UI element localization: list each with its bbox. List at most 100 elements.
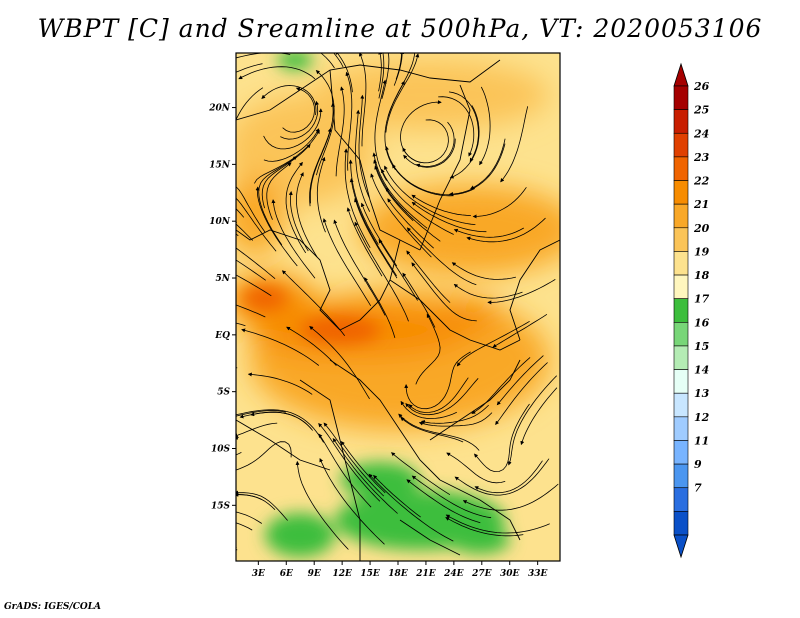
streamline (241, 328, 320, 366)
streamline (335, 53, 353, 93)
lon-tick-label: 30E (500, 569, 520, 579)
streamline (281, 270, 346, 336)
streamline (385, 146, 476, 196)
streamline (236, 441, 292, 471)
streamline (288, 191, 309, 252)
streamline (385, 53, 420, 133)
streamline (322, 218, 372, 307)
streamline (418, 412, 493, 427)
streamline (415, 313, 441, 385)
streamline (295, 460, 349, 550)
colorbar-top-arrow (673, 62, 689, 87)
streamline (345, 71, 353, 171)
colorbar-label: 23 (693, 151, 710, 164)
streamline (236, 322, 246, 327)
streamline (378, 53, 385, 99)
lon-tick-label: 3E (252, 569, 265, 579)
lat-tick-label: 15S (211, 501, 231, 511)
colorbar-cell (673, 109, 689, 134)
streamline (236, 233, 239, 237)
map-figure: 20N 15N 10N 5N EQ 5S 10S 15S 3E 6E 9E 12E 15E 18E 21E… (208, 52, 710, 579)
colorbar-label: 19 (694, 245, 710, 258)
streamline (280, 100, 320, 140)
streamline (236, 452, 242, 457)
colorbar-cell (673, 85, 689, 110)
colorbar-cell (673, 345, 689, 370)
streamline (236, 300, 237, 301)
colorbar-cell (673, 132, 689, 158)
streamline (238, 66, 316, 80)
lat-tick-label: 20N (208, 104, 231, 114)
streamline (398, 413, 480, 451)
streamline (323, 422, 385, 497)
streamline (236, 490, 288, 521)
streamline (236, 197, 277, 252)
colorbar-label: 7 (694, 482, 702, 495)
wbpt-shading (236, 53, 560, 561)
colorbar: 26 25 24 23 22 21 20 19 18 17 16 15 14 13 12 11 9 7 (673, 62, 710, 559)
streamline (453, 227, 524, 238)
streamline (319, 457, 385, 545)
streamline (285, 161, 307, 254)
colorbar-cell (673, 392, 689, 418)
streamline (236, 435, 239, 440)
streamline (406, 250, 451, 303)
streamline (263, 128, 320, 162)
streamline (466, 217, 546, 243)
streamline (335, 86, 345, 177)
colorbar-label: 24 (693, 127, 709, 140)
streamline (354, 221, 409, 322)
streamline (384, 80, 405, 171)
lon-tick-label: 18E (388, 569, 408, 579)
streamline (404, 351, 471, 410)
streamline (333, 219, 386, 316)
lon-tick-label: 21E (415, 569, 436, 579)
streamline (520, 387, 558, 446)
streamline (236, 510, 263, 524)
streamline (385, 187, 441, 242)
streamline (411, 475, 492, 519)
streamline (471, 357, 531, 414)
colorbar-label: 22 (693, 175, 710, 188)
chart-title: WBPT [C] and Sreamline at 500hPa, VT: 20… (37, 14, 763, 43)
colorbar-label: 20 (693, 222, 710, 235)
streamline (462, 483, 559, 511)
streamline (378, 53, 383, 92)
streamline (406, 479, 481, 524)
lat-tick-label: 15N (209, 160, 231, 170)
streamline (236, 272, 272, 297)
streamline (445, 514, 550, 534)
streamline (384, 165, 476, 225)
colorbar-cell (673, 227, 689, 252)
streamline (318, 423, 381, 502)
colorbar-cell (673, 463, 689, 489)
streamline (445, 517, 524, 537)
lon-tick-label: 6E (280, 569, 293, 579)
colorbar-bottom-arrow (673, 534, 689, 559)
streamline (405, 378, 479, 416)
colorbar-label: 12 (694, 411, 710, 424)
streamline (320, 53, 335, 69)
streamline (487, 279, 556, 305)
streamline (348, 159, 379, 245)
colorbar-cell (673, 322, 689, 347)
streamline (456, 320, 530, 367)
streamline (449, 143, 506, 196)
lat-tick-label: 10N (209, 217, 231, 227)
colorbar-cell (673, 251, 689, 276)
colorbar-cell (673, 203, 689, 229)
streamline (315, 70, 335, 176)
streamline (271, 199, 316, 279)
streamline (387, 198, 434, 249)
lon-tick-label: 27E (471, 569, 492, 579)
country-boundaries (236, 59, 560, 561)
colorbar-cell (673, 298, 689, 323)
streamline (406, 227, 477, 286)
streamline (408, 377, 469, 413)
streamline (411, 201, 487, 233)
colorbar-cell (673, 487, 689, 512)
streamline (236, 259, 266, 281)
streamline (247, 372, 313, 395)
lat-tick-label: 10S (211, 444, 231, 454)
colorbar-label: 26 (693, 80, 710, 93)
